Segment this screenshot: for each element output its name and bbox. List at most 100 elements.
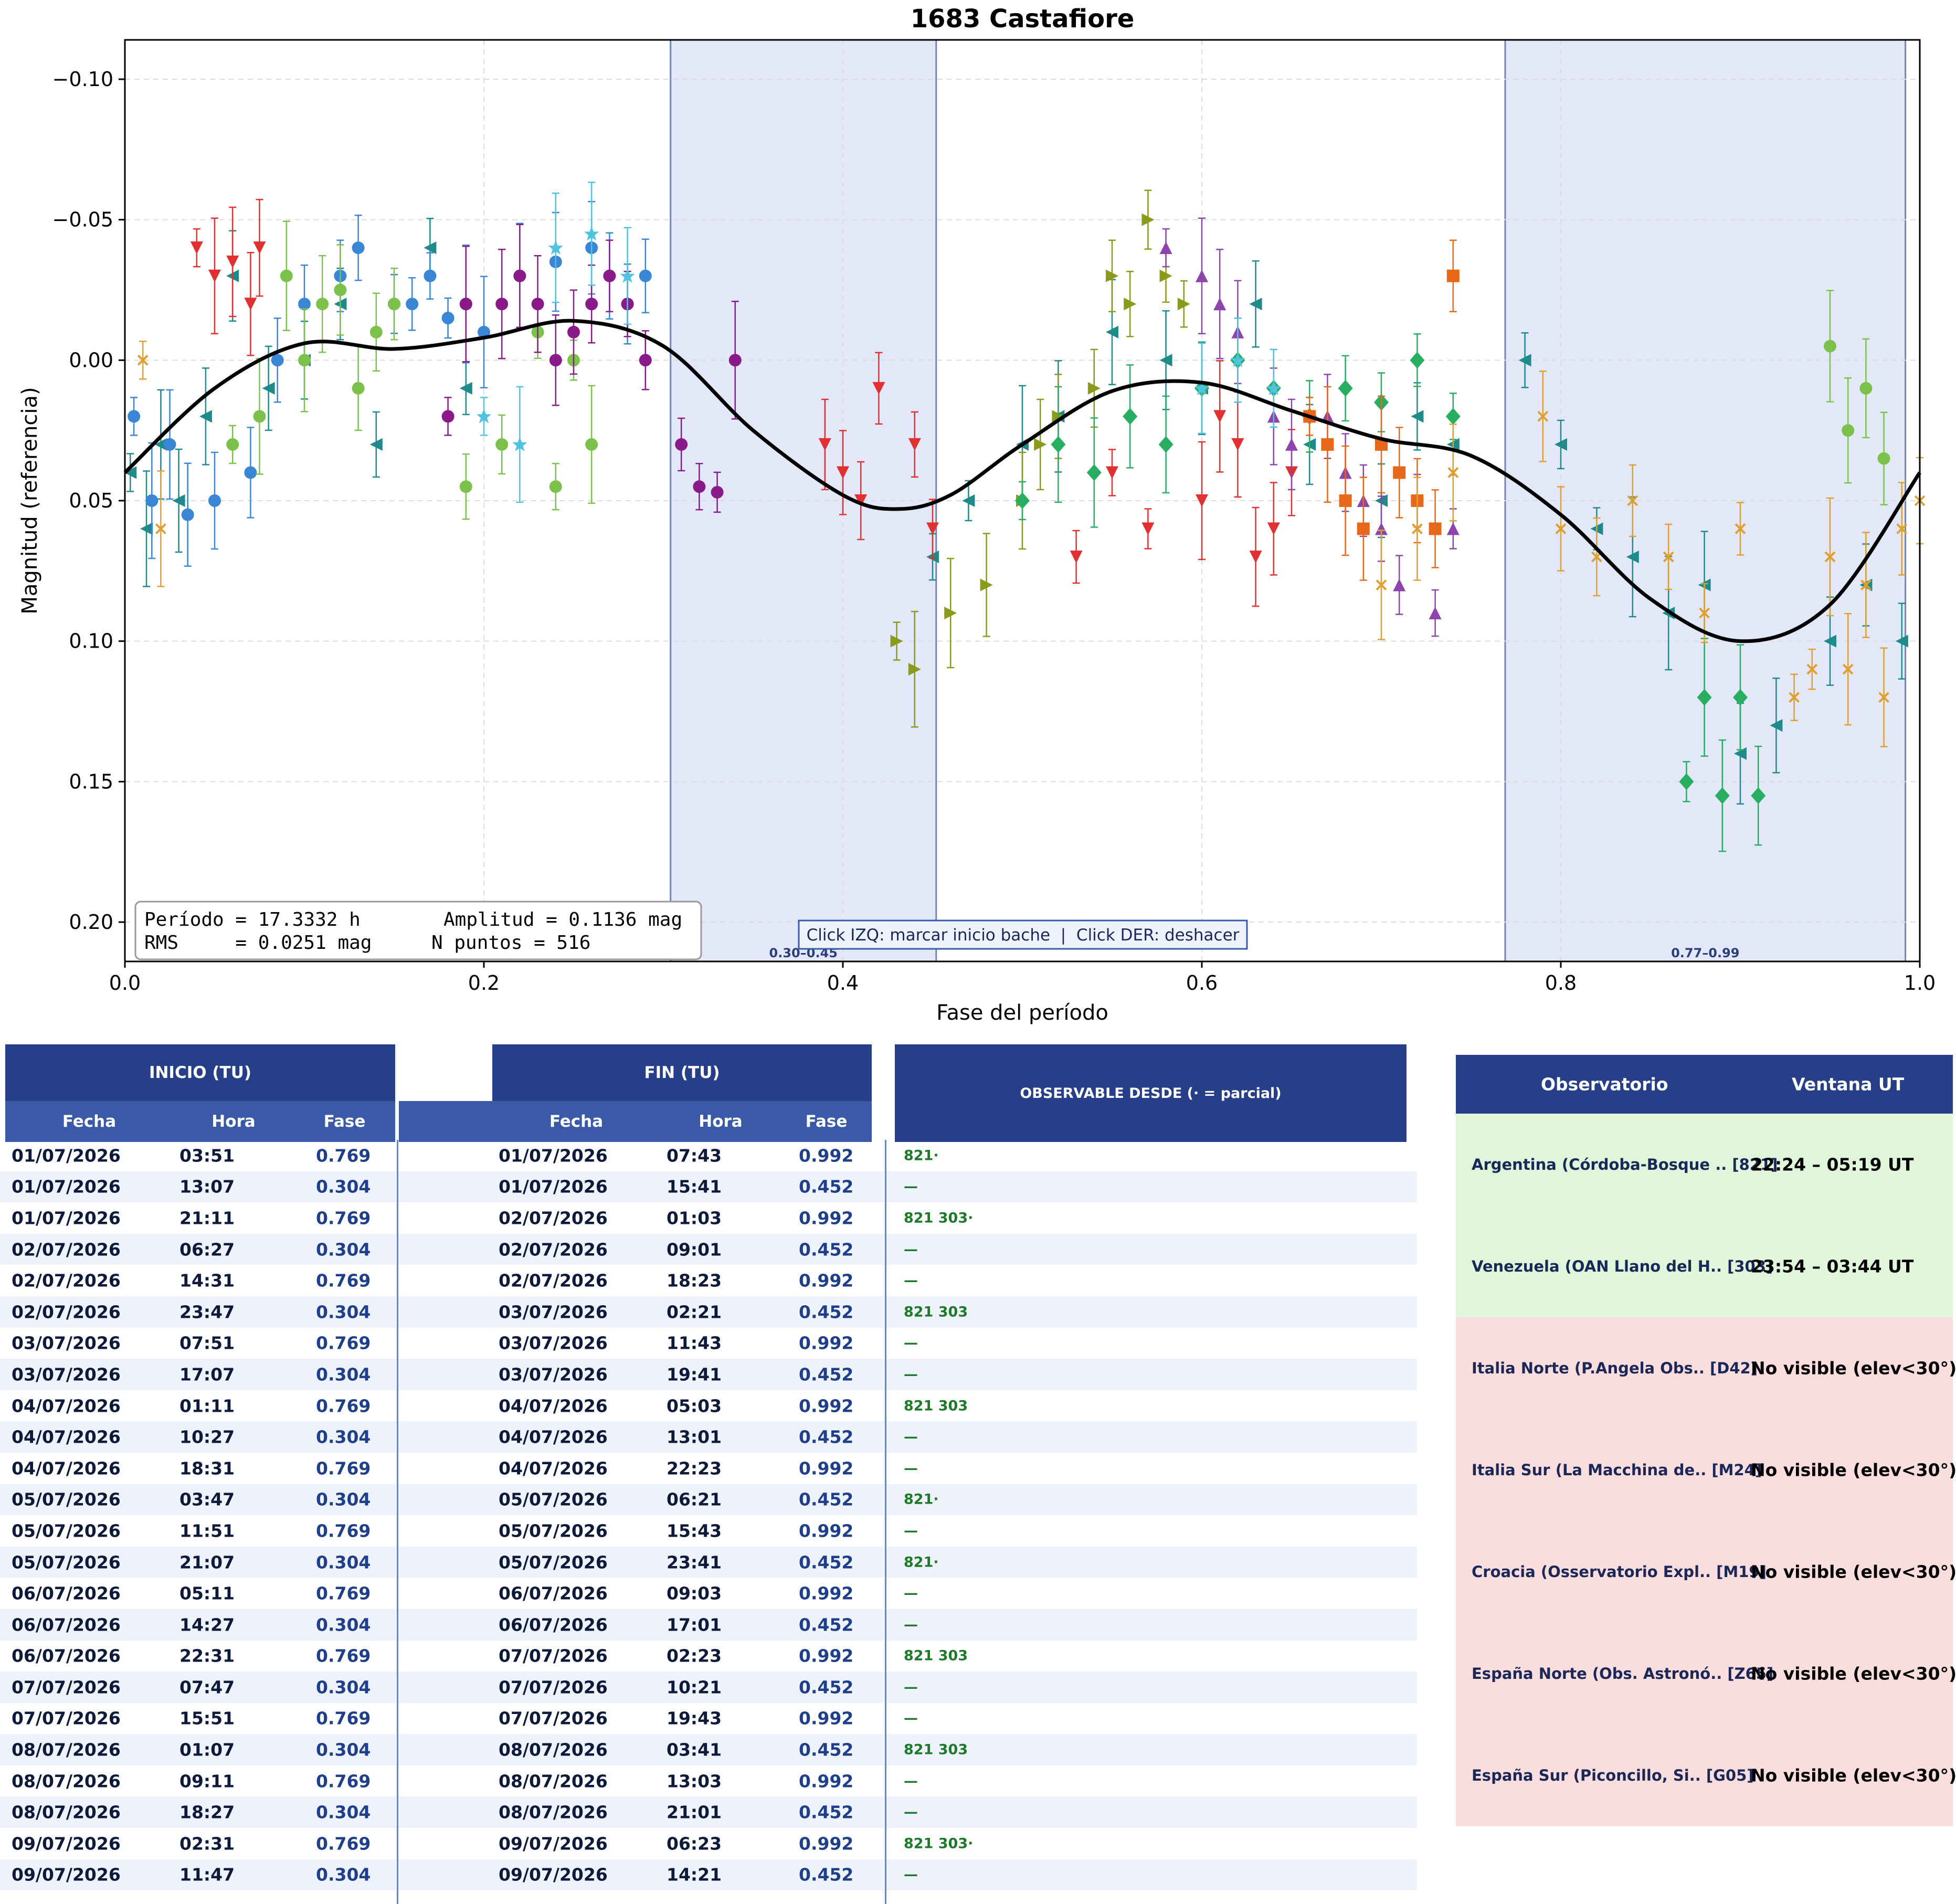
observation-window: No visible (elev<30°) xyxy=(1751,1459,1956,1480)
end-phase: 0.452 xyxy=(799,1426,854,1447)
data-point xyxy=(980,578,993,591)
data-point xyxy=(1411,410,1424,423)
observable-codes: — xyxy=(904,1460,918,1477)
data-point xyxy=(908,663,921,676)
data-point xyxy=(388,298,400,311)
start-phase: 0.769 xyxy=(316,1771,371,1792)
data-point xyxy=(675,438,688,451)
stats-npoints: N puntos = 516 xyxy=(431,932,590,954)
end-time: 09:01 xyxy=(667,1239,722,1260)
observable-codes: 821· xyxy=(904,1491,939,1508)
table-row: 01/07/2026 21:11 0.769 02/07/2026 01:03 0.992… xyxy=(0,1202,1417,1234)
end-phase: 0.992 xyxy=(799,1395,854,1416)
start-time: 17:07 xyxy=(179,1364,235,1385)
data-point xyxy=(711,485,724,499)
table-row: 05/07/2026 21:07 0.304 05/07/2026 23:41 0.452… xyxy=(0,1546,1417,1578)
data-point xyxy=(145,494,158,507)
data-point xyxy=(1159,269,1172,282)
start-phase: 0.304 xyxy=(316,1489,371,1510)
data-point xyxy=(1697,689,1712,706)
end-phase: 0.452 xyxy=(799,1614,854,1635)
start-date: 06/07/2026 xyxy=(12,1583,121,1604)
start-date: 02/07/2026 xyxy=(12,1302,121,1323)
end-date: 03/07/2026 xyxy=(499,1332,608,1353)
data-point xyxy=(244,298,257,311)
data-point xyxy=(163,438,176,451)
start-phase: 0.304 xyxy=(316,1426,371,1447)
stats-amplitude: Amplitud = 0.1136 mag xyxy=(443,909,682,930)
data-point xyxy=(548,240,563,255)
header-ventana: Ventana UT xyxy=(1792,1074,1905,1095)
data-point xyxy=(512,437,527,451)
data-point xyxy=(441,312,454,325)
start-date: 07/07/2026 xyxy=(12,1708,121,1729)
data-point xyxy=(1410,352,1425,369)
data-point xyxy=(908,438,921,451)
data-point xyxy=(406,298,419,311)
data-point xyxy=(1824,551,1836,563)
light-curve-chart[interactable]: 1683 Castafiore 0.30–0.45 0.77–0.99 0.0 0.… xyxy=(0,0,1956,1039)
observatory-row: Croacia (Osservatorio Expl.. [M19] No vis… xyxy=(1456,1521,1956,1623)
end-phase: 0.452 xyxy=(799,1239,854,1260)
start-time: 15:51 xyxy=(179,1708,235,1729)
data-point xyxy=(1339,494,1352,507)
observable-codes: — xyxy=(904,1773,918,1790)
data-point xyxy=(495,438,509,451)
start-time: 18:27 xyxy=(179,1802,235,1823)
end-phase: 0.452 xyxy=(799,1802,854,1823)
start-date: 02/07/2026 xyxy=(12,1270,121,1291)
data-point xyxy=(1733,689,1748,706)
start-date: 01/07/2026 xyxy=(12,1145,121,1166)
stats-box: Período = 17.3332 h Amplitud = 0.1136 ma… xyxy=(134,901,702,960)
start-phase: 0.304 xyxy=(316,1239,371,1260)
end-date: 04/07/2026 xyxy=(499,1395,608,1416)
gap-schedule-table: INICIO (TU) FIN (TU) OBSERVABLE DESDE (·… xyxy=(0,1044,1417,1904)
data-point xyxy=(1106,269,1118,282)
start-phase: 0.769 xyxy=(316,1520,371,1541)
start-time: 06:27 xyxy=(179,1239,235,1260)
data-point xyxy=(1159,354,1172,367)
end-phase: 0.452 xyxy=(799,1176,854,1197)
data-point xyxy=(477,409,491,424)
start-date: 02/07/2026 xyxy=(12,1239,121,1260)
observatory-name: Italia Norte (P.Angela Obs.. [D42] xyxy=(1472,1359,1758,1377)
data-point xyxy=(226,438,239,451)
data-point xyxy=(369,325,383,339)
observatory-name: Italia Sur (La Macchina de.. [M24] xyxy=(1472,1461,1762,1479)
y-tick-label: 0.10 xyxy=(69,630,113,653)
y-tick-label: −0.05 xyxy=(52,208,113,231)
data-point xyxy=(262,382,275,395)
end-time: 14:21 xyxy=(667,1864,722,1885)
data-point xyxy=(1393,578,1406,591)
data-point xyxy=(298,298,311,311)
data-point xyxy=(271,354,284,367)
data-point xyxy=(316,298,329,311)
start-date: 03/07/2026 xyxy=(12,1332,121,1353)
data-point xyxy=(962,494,975,507)
end-date: 08/07/2026 xyxy=(499,1802,608,1823)
header-hora-inicio: Hora xyxy=(173,1101,294,1142)
x-axis-label: Fase del período xyxy=(936,1001,1108,1025)
data-point xyxy=(140,522,153,535)
data-point xyxy=(369,438,383,451)
start-time: 05:11 xyxy=(179,1583,235,1604)
start-phase: 0.304 xyxy=(316,1802,371,1823)
data-point xyxy=(1824,340,1836,353)
observable-codes: — xyxy=(904,1522,918,1539)
data-point xyxy=(1824,634,1836,648)
data-point xyxy=(1357,522,1370,535)
end-phase: 0.992 xyxy=(799,1708,854,1729)
y-tick-label: −0.10 xyxy=(52,68,113,91)
end-phase: 0.992 xyxy=(799,1208,854,1229)
data-point xyxy=(693,480,706,493)
data-point xyxy=(567,325,580,339)
start-date: 09/07/2026 xyxy=(12,1833,121,1854)
observation-window: No visible (elev<30°) xyxy=(1751,1561,1956,1582)
end-phase: 0.992 xyxy=(799,1270,854,1291)
data-point xyxy=(495,298,509,311)
data-point xyxy=(944,607,957,620)
end-date: 09/07/2026 xyxy=(499,1864,608,1885)
table-row: 07/07/2026 15:51 0.769 07/07/2026 19:43 0.992… xyxy=(0,1703,1417,1734)
data-point xyxy=(1411,523,1423,534)
data-point xyxy=(1177,298,1190,311)
